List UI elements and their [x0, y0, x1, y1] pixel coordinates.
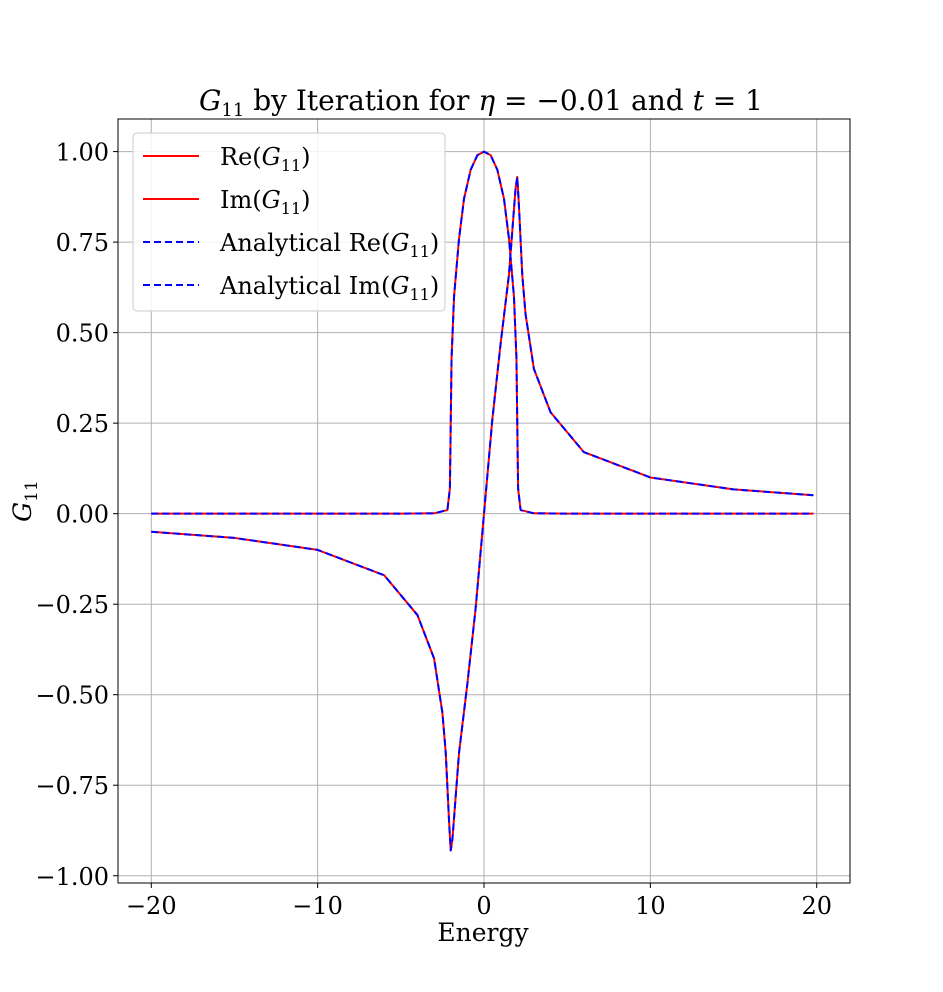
x-tick-label: 20: [801, 892, 832, 920]
x-tick-label: −10: [292, 892, 343, 920]
y-tick-label: −0.75: [35, 772, 109, 800]
y-tick-label: −0.25: [35, 591, 109, 619]
x-tick-label: 0: [476, 892, 491, 920]
x-axis: −20 −10 0 10 20: [126, 883, 832, 920]
y-tick-label: 1.00: [56, 139, 109, 167]
y-tick-label: −1.00: [35, 863, 109, 891]
series-line-4: [151, 150, 814, 515]
x-tick-label: −20: [126, 892, 177, 920]
legend-label: Re(G11): [220, 143, 311, 175]
x-tick-label: 10: [635, 892, 666, 920]
y-axis: −1.00 −0.75 −0.50 −0.25 0.00 0.25 0.50 0.75 1.00: [35, 139, 118, 891]
y-tick-label: 0.25: [56, 410, 109, 438]
chart-title: G11 by Iteration for η = −0.01 and t = 1: [199, 84, 763, 121]
legend: Re(G11) Im(G11) Analytical Re(G11) Analytic…: [132, 132, 446, 312]
x-axis-label: Energy: [437, 918, 529, 947]
y-tick-label: 0.50: [56, 320, 109, 348]
legend-label: Analytical Re(G11): [219, 229, 439, 261]
y-tick-label: 0.00: [56, 501, 109, 529]
y-tick-label: 0.75: [56, 229, 109, 257]
legend-label: Im(G11): [220, 186, 311, 218]
legend-box: [132, 132, 446, 312]
plot-series: [151, 150, 814, 852]
series-line-3: [151, 175, 814, 852]
y-axis-label: G11: [8, 480, 42, 522]
legend-label: Analytical Im(G11): [219, 272, 439, 304]
y-tick-label: −0.50: [35, 682, 109, 710]
